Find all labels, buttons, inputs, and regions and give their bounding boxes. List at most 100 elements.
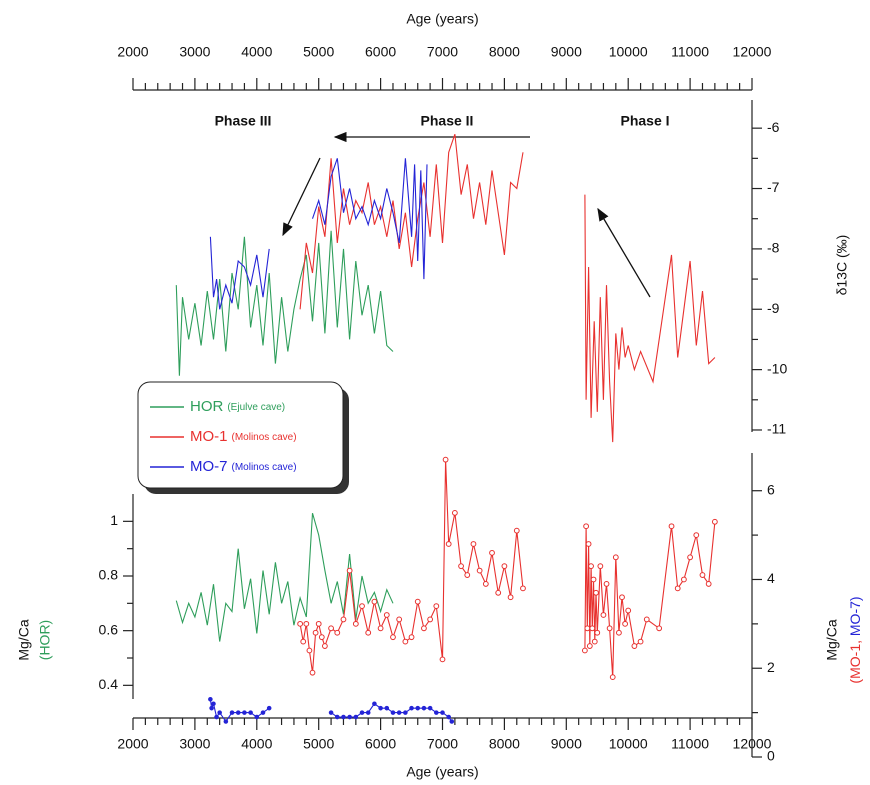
series-marker xyxy=(681,576,687,583)
trend-arrow xyxy=(597,207,651,298)
series-marker xyxy=(470,541,477,547)
series-line xyxy=(299,134,716,443)
series-marker xyxy=(421,625,427,632)
series-marker xyxy=(209,705,214,711)
x-tick-label: 10000 xyxy=(609,736,648,752)
series-marker xyxy=(402,638,409,645)
series-line xyxy=(209,158,428,310)
series-marker xyxy=(414,598,421,605)
series-line xyxy=(299,459,716,678)
series-marker xyxy=(433,603,440,610)
series-marker xyxy=(315,620,322,627)
x-tick-label: 12000 xyxy=(733,44,772,60)
phase-label: Phase I xyxy=(620,113,669,129)
series-marker xyxy=(266,705,272,711)
series-marker xyxy=(593,589,599,596)
series-marker xyxy=(403,710,408,715)
series-marker xyxy=(384,705,390,711)
series-marker xyxy=(248,710,253,715)
series-marker xyxy=(378,705,383,711)
series-marker xyxy=(619,594,625,601)
x-tick-label: 9000 xyxy=(551,736,582,752)
series-marker xyxy=(585,541,592,547)
series-marker xyxy=(586,643,593,649)
series-marker xyxy=(656,625,663,632)
x-tick-label: 8000 xyxy=(489,736,520,752)
y-tick-label: 0 xyxy=(767,748,775,764)
series-marker xyxy=(427,705,433,711)
series-marker xyxy=(223,719,229,724)
series-marker xyxy=(583,523,590,530)
series-marker xyxy=(297,620,304,627)
y-tick-label: 1 xyxy=(110,512,118,528)
series-marker xyxy=(693,532,700,539)
series-marker xyxy=(501,563,508,570)
series-marker xyxy=(309,669,316,676)
series-marker xyxy=(303,620,310,627)
series-marker xyxy=(229,710,235,715)
x-tick-label: 3000 xyxy=(179,44,210,60)
x-tick-label: 7000 xyxy=(427,44,458,60)
series-marker xyxy=(464,572,471,578)
series-marker xyxy=(260,710,266,715)
series-marker xyxy=(606,625,613,632)
series-marker xyxy=(214,714,219,720)
series-marker xyxy=(705,581,712,587)
series-marker xyxy=(353,714,359,720)
series-marker xyxy=(637,638,644,645)
y-tick-label: -7 xyxy=(767,179,780,195)
series-marker xyxy=(597,563,604,570)
series-marker xyxy=(439,656,446,663)
series-marker xyxy=(451,510,458,516)
legend-note: (Molinos cave) xyxy=(232,432,297,443)
series-marker xyxy=(365,710,371,715)
series-marker xyxy=(352,620,359,627)
series-marker xyxy=(609,674,616,681)
x-axis-title: Age (years) xyxy=(406,11,478,27)
y2-axis-note-part: MO-7) xyxy=(847,596,863,640)
series-marker xyxy=(442,456,449,463)
series-marker xyxy=(347,714,352,720)
legend-name: MO-7 xyxy=(190,458,228,475)
legend-entry: MO-1 (Molinos cave) xyxy=(190,428,297,445)
x-tick-label: 5000 xyxy=(303,44,334,60)
legend-name: HOR xyxy=(190,398,224,415)
series-marker xyxy=(699,572,706,578)
series-marker xyxy=(489,549,495,556)
series-marker xyxy=(668,523,675,530)
series-marker xyxy=(674,585,681,592)
series-marker xyxy=(687,554,693,561)
series-marker xyxy=(383,612,390,618)
y-tick-label: -10 xyxy=(767,360,787,376)
series-marker xyxy=(445,541,452,547)
series-marker xyxy=(434,710,439,715)
series-marker xyxy=(396,616,403,623)
series-marker xyxy=(254,714,260,720)
y-tick-label: 6 xyxy=(767,481,775,497)
series-marker xyxy=(581,647,588,654)
x-tick-label: 5000 xyxy=(303,736,334,752)
series-marker xyxy=(208,697,213,702)
legend-entry: MO-7 (Molinos cave) xyxy=(190,458,297,475)
series-marker xyxy=(396,710,402,715)
x-tick-label: 3000 xyxy=(179,736,210,752)
series-marker xyxy=(235,710,241,715)
series-marker xyxy=(346,567,353,574)
y-tick-label: -11 xyxy=(767,421,786,437)
series-marker xyxy=(365,629,372,636)
series-marker xyxy=(340,616,347,623)
series-marker xyxy=(631,643,638,649)
x-tick-label: 2000 xyxy=(117,736,148,752)
series-marker xyxy=(622,620,629,627)
series-marker xyxy=(600,612,607,618)
series-line xyxy=(175,230,394,376)
y-tick-label: -9 xyxy=(767,300,780,316)
series-marker xyxy=(409,705,414,711)
series-marker xyxy=(328,710,334,715)
x-tick-label: 8000 xyxy=(489,44,520,60)
series-marker xyxy=(312,629,319,636)
x-tick-label: 11000 xyxy=(671,736,709,752)
series-marker xyxy=(711,518,718,525)
series-marker xyxy=(476,567,483,574)
